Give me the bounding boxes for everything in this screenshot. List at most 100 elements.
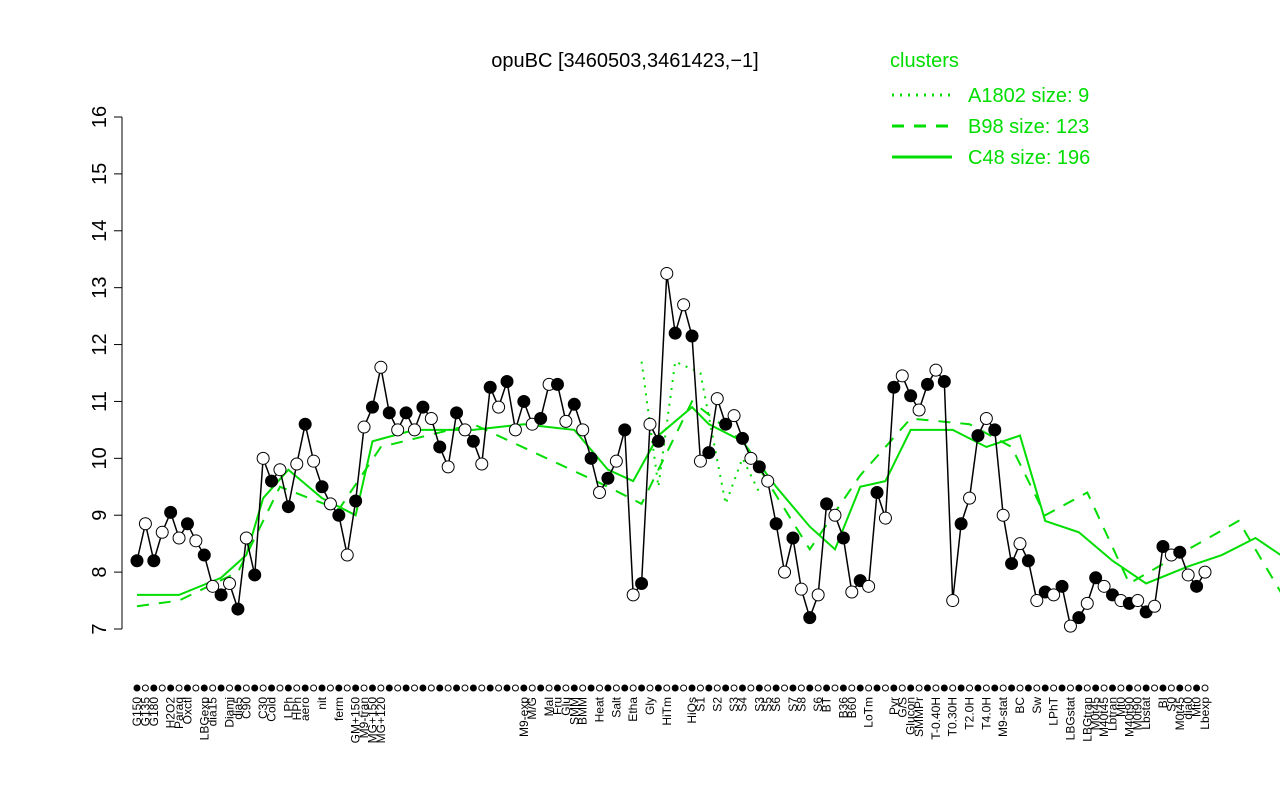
strip-dot [1033,684,1041,692]
point [693,454,707,468]
point [988,423,1002,437]
strip-dot [587,684,595,692]
strip-dot [276,684,284,692]
point [803,611,817,625]
x-tick-label: M/G [525,697,539,720]
point [408,423,422,437]
point [466,434,480,448]
point [609,454,623,468]
point [996,508,1010,522]
x-tick-label: M9-exp [517,697,531,737]
x-tick-label: Lbtran [1105,697,1119,731]
x-tick-label: S5 [761,697,775,712]
point [1148,599,1162,613]
point [399,406,413,420]
point [206,579,220,593]
x-tick-label: Lbexp [1198,697,1212,730]
point [534,412,548,426]
point [332,508,346,522]
x-tick-label: MG+120 [374,697,388,744]
x-tick-label: LBGtran [1080,697,1094,742]
x-tick-label: T0.30H [946,697,960,736]
point [727,409,741,423]
x-tick-label: Oxctl [180,697,194,724]
point [828,508,842,522]
strip-dot [932,684,940,692]
x-tick-label: T4.0H [979,697,993,730]
strip-dot [1201,684,1209,692]
point [1013,537,1027,551]
x-tick-label: M0t45 [1089,697,1103,731]
cluster-line [640,360,761,508]
point [685,329,699,343]
x-tick-label: BC [1013,697,1027,714]
strip-dot [570,684,578,692]
point [508,423,522,437]
x-tick-label: aero [298,697,312,721]
point [1021,554,1035,568]
x-tick-label: Salt [609,696,623,717]
y-tick-label: 11 [89,391,111,412]
point [340,548,354,562]
strip-dot [730,684,738,692]
x-tick-label: LoTm [862,697,876,728]
x-tick-label: BI [1156,697,1170,708]
x-tick-label: S0 [1164,697,1178,712]
point [702,446,716,460]
point [887,380,901,394]
strip-dot [268,684,276,692]
x-tick-label: T2.0H [963,697,977,730]
strip-dot [469,684,477,692]
point [256,451,270,465]
x-tick-label: Lbstat [1139,696,1153,729]
strip-dot [747,684,755,692]
x-tick-label: Sw [1030,697,1044,714]
x-tick-label: GM+150 [349,697,363,744]
strip-dot [1167,684,1175,692]
point [719,417,733,431]
point [845,585,859,599]
x-tick-label: M9-tran [357,697,371,738]
x-tick-label: Pyr [887,697,901,715]
x-tick-label: SMMPr [912,697,926,737]
point [1131,594,1145,608]
strip-dot [848,684,856,692]
strip-dot [881,684,889,692]
strip-dot [814,684,822,692]
strip-dot [335,684,343,692]
x-tick-label: Glucon [904,697,918,735]
x-tick-label: nit [315,696,329,709]
strip-dot [284,684,292,692]
strip-dot [520,684,528,692]
point [811,588,825,602]
point [483,380,497,394]
strip-dot [141,684,149,692]
strip-dot [646,684,654,692]
strip-dot [688,684,696,692]
point [786,531,800,545]
point [761,474,775,488]
strip-dot [898,684,906,692]
strip-dot [873,684,881,692]
x-tick-label: MG+150 [365,697,379,744]
point [1055,579,1069,593]
strip-dot [1092,684,1100,692]
strip-dot [352,684,360,692]
x-tick-label: M0t45 [1173,697,1187,731]
strip-dot [217,684,225,692]
x-tick-label: G/S [895,697,909,718]
point [794,582,808,596]
strip-dot [301,684,309,692]
x-tick-label: Etha [626,697,640,722]
point [391,423,405,437]
x-tick-label: S4 [735,697,749,712]
strip-dot [713,684,721,692]
strip-dot [1108,684,1116,692]
point [239,531,253,545]
x-tick-label: Mt0 [1190,697,1204,717]
strip-dot [326,684,334,692]
strip-dot [175,684,183,692]
strip-dot [385,684,393,692]
strip-dot [318,684,326,692]
